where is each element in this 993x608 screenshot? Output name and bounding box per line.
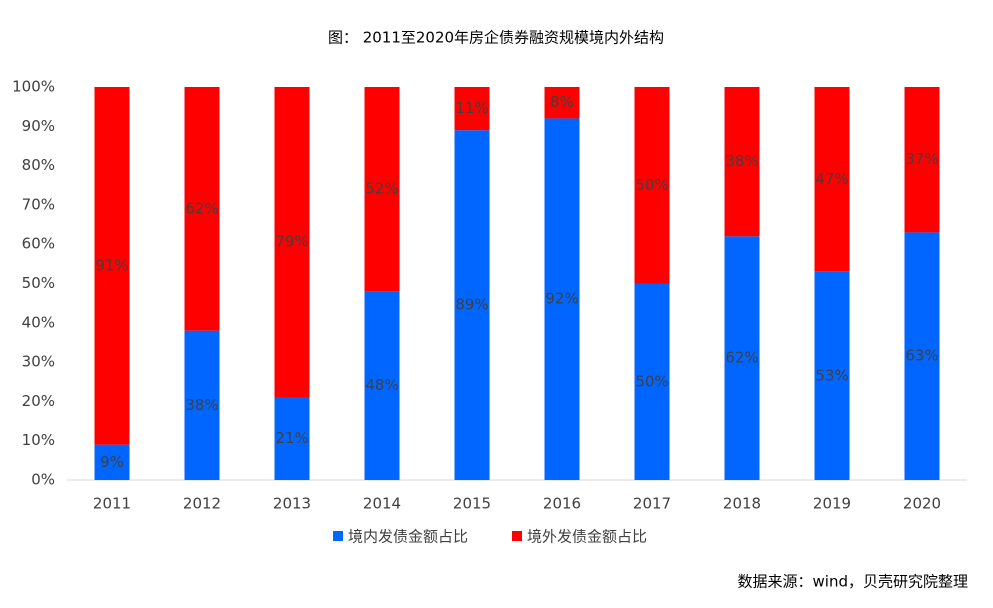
y-tick-label: 90% bbox=[22, 117, 55, 135]
bar-segment bbox=[94, 444, 130, 480]
y-tick-label: 70% bbox=[22, 195, 55, 213]
legend-label: 境内发债金额占比 bbox=[348, 528, 468, 546]
bar-segment bbox=[814, 87, 850, 272]
data-label: 63% bbox=[905, 347, 938, 365]
bar-segment bbox=[364, 291, 400, 480]
data-label: 52% bbox=[365, 180, 398, 198]
bar-segment bbox=[184, 330, 220, 480]
bar-segment bbox=[544, 118, 580, 480]
data-label: 89% bbox=[455, 296, 488, 314]
x-tick-label: 2012 bbox=[183, 495, 221, 513]
data-label: 37% bbox=[905, 150, 938, 168]
bar-segment bbox=[364, 87, 400, 292]
x-tick-label: 2017 bbox=[633, 495, 671, 513]
bar-segment bbox=[94, 87, 130, 445]
bar-segment bbox=[904, 87, 940, 233]
data-label: 91% bbox=[95, 256, 128, 274]
bar-segment bbox=[724, 87, 760, 237]
bar-segment bbox=[454, 130, 490, 481]
data-label: 38% bbox=[185, 396, 218, 414]
data-label: 11% bbox=[455, 99, 488, 117]
data-label: 48% bbox=[365, 376, 398, 394]
data-label: 50% bbox=[635, 176, 668, 194]
y-tick-label: 0% bbox=[31, 471, 55, 489]
x-tick-label: 2016 bbox=[543, 495, 581, 513]
data-label: 79% bbox=[275, 233, 308, 251]
data-label: 9% bbox=[100, 453, 124, 471]
bar-segment bbox=[274, 87, 310, 398]
bar-segment bbox=[724, 236, 760, 480]
bar-segment bbox=[634, 283, 670, 480]
chart-title: 图： 2011至2020年房企债券融资规模境内外结构 bbox=[328, 29, 664, 47]
legend-label: 境外发债金额占比 bbox=[527, 528, 647, 546]
bar-segment bbox=[634, 87, 670, 284]
x-tick-label: 2011 bbox=[93, 495, 131, 513]
y-tick-label: 50% bbox=[22, 274, 55, 292]
data-label: 38% bbox=[725, 152, 758, 170]
data-label: 53% bbox=[815, 366, 848, 384]
data-label: 21% bbox=[275, 429, 308, 447]
data-label: 62% bbox=[185, 199, 218, 217]
data-label: 62% bbox=[725, 349, 758, 367]
x-tick-label: 2019 bbox=[813, 495, 851, 513]
x-tick-label: 2015 bbox=[453, 495, 491, 513]
data-label: 8% bbox=[550, 93, 574, 111]
legend-swatch bbox=[512, 531, 522, 541]
bar-segment bbox=[814, 271, 850, 480]
x-tick-label: 2018 bbox=[723, 495, 761, 513]
bar-segment bbox=[904, 232, 940, 480]
bar-segment bbox=[544, 87, 580, 119]
y-tick-label: 100% bbox=[12, 78, 55, 96]
data-label: 47% bbox=[815, 170, 848, 188]
bar-segment bbox=[274, 397, 310, 480]
y-tick-label: 20% bbox=[22, 392, 55, 410]
y-tick-label: 10% bbox=[22, 431, 55, 449]
legend-swatch bbox=[333, 531, 343, 541]
y-tick-label: 30% bbox=[22, 353, 55, 371]
bar-segment bbox=[184, 87, 220, 331]
data-label: 92% bbox=[545, 290, 578, 308]
y-tick-label: 60% bbox=[22, 235, 55, 253]
y-tick-label: 80% bbox=[22, 156, 55, 174]
x-tick-label: 2013 bbox=[273, 495, 311, 513]
x-tick-label: 2014 bbox=[363, 495, 401, 513]
x-tick-label: 2020 bbox=[903, 495, 941, 513]
data-label: 50% bbox=[635, 372, 668, 390]
y-tick-label: 40% bbox=[22, 313, 55, 331]
bar-segment bbox=[454, 87, 490, 131]
source-note: 数据来源：wind，贝壳研究院整理 bbox=[738, 573, 968, 591]
